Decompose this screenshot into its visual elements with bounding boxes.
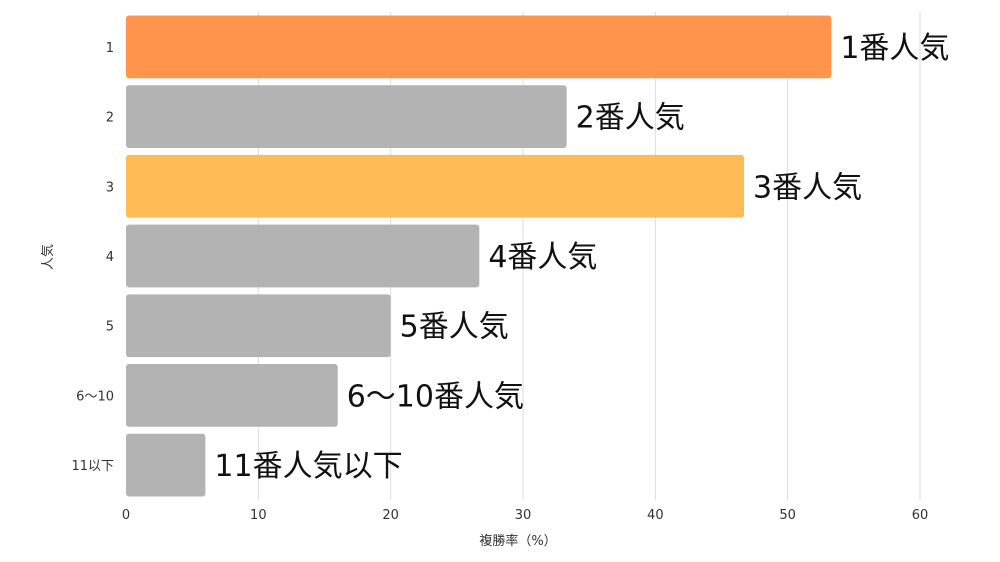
bar (126, 294, 391, 358)
x-tick-label: 20 (382, 508, 399, 523)
x-tick-label: 60 (912, 508, 929, 523)
x-tick-labels: 0 10 20 30 40 50 60 (122, 508, 928, 523)
bar-label: 5番人気 (400, 310, 509, 345)
y-tick-labels: 1 2 3 4 5 6〜10 11以下 (71, 41, 114, 474)
x-tick-label: 0 (122, 508, 130, 523)
bar (126, 224, 480, 288)
x-tick-label: 30 (515, 508, 532, 523)
x-axis-title: 複勝率（%） (479, 533, 556, 549)
y-tick-label: 6〜10 (76, 389, 114, 404)
y-tick-label: 11以下 (71, 459, 114, 474)
bar (126, 364, 338, 427)
x-tick-label: 40 (647, 508, 664, 523)
bar-label: 4番人気 (488, 240, 597, 275)
y-axis-title: 人気 (40, 244, 56, 270)
y-tick-label: 2 (106, 111, 114, 126)
bar-label: 3番人気 (753, 170, 862, 205)
x-tick-label: 10 (250, 508, 267, 523)
y-tick-label: 3 (106, 180, 114, 195)
x-tick-label: 50 (779, 508, 796, 523)
bar (126, 85, 567, 148)
bar-label: 2番人気 (576, 101, 685, 136)
bar-label: 11番人気以下 (214, 449, 402, 484)
bar-label: 6〜10番人気 (347, 379, 524, 414)
y-tick-label: 1 (106, 41, 114, 56)
bar-label: 1番人気 (840, 31, 949, 66)
bars (126, 15, 832, 497)
bar (126, 154, 744, 218)
y-tick-label: 4 (106, 250, 114, 265)
bar (126, 433, 206, 497)
y-tick-label: 5 (106, 320, 114, 335)
bar (126, 15, 832, 79)
bar-labels: 1番人気 2番人気 3番人気 4番人気 5番人気 6〜10番人気 11番人気以下 (214, 31, 949, 484)
